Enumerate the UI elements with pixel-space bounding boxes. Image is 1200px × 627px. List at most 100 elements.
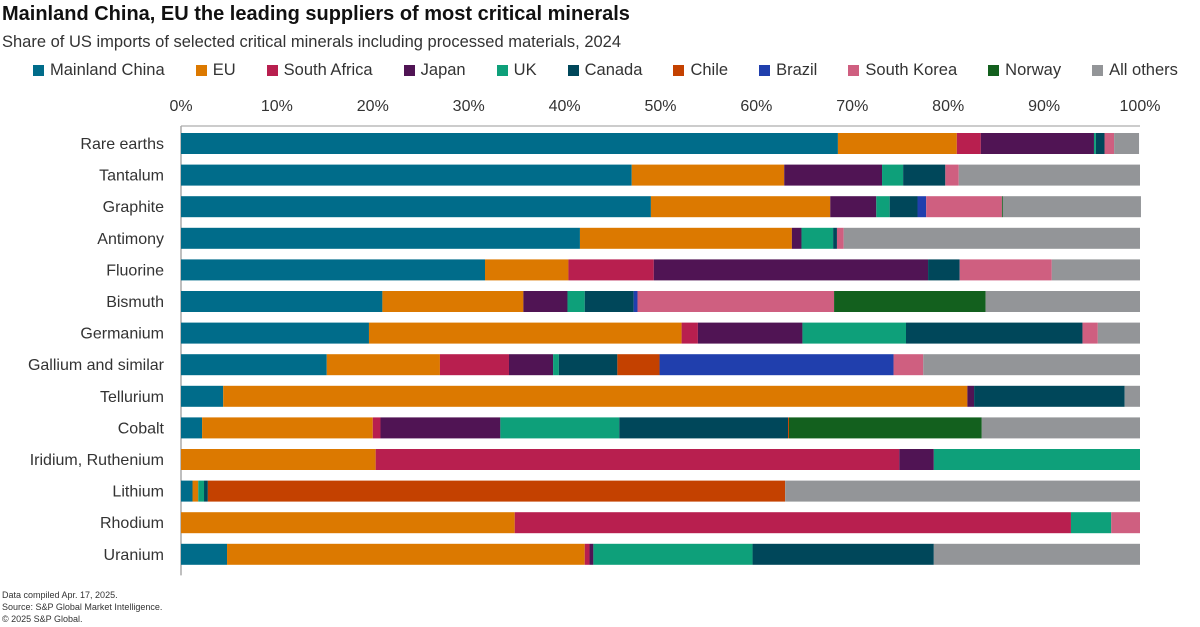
legend: Mainland China EU South Africa Japan UK Canad… (33, 61, 1178, 80)
bar-segment-all-others (1097, 322, 1140, 344)
bar-segment-chile (617, 354, 660, 376)
x-tick-label: 90% (1028, 98, 1060, 115)
bar-segment-brazil (659, 354, 894, 376)
bar-segment-canada (1095, 133, 1105, 154)
legend-label: Norway (1005, 61, 1062, 79)
bar-segment-eu (837, 133, 957, 154)
bar-segment-japan (523, 291, 568, 312)
bar-segment-eu (202, 417, 373, 439)
bar-segment-brazil (633, 291, 638, 312)
bar-segment-mainland-china (181, 417, 203, 439)
footer-source: Source: S&P Global Market Intelligence. (2, 602, 163, 612)
bar-segment-canada (752, 543, 934, 565)
bar-segment-japan (980, 133, 1094, 154)
bar-segment-south-africa (514, 512, 1071, 534)
bar-segment-south-korea (893, 354, 924, 376)
x-tick-label: 70% (836, 98, 868, 115)
bar-segment-uk (1093, 133, 1096, 154)
bar-segment-japan (791, 227, 802, 249)
bar-segment-south-africa (568, 259, 654, 281)
bar-segment-south-korea (836, 227, 844, 249)
bar-segment-eu (579, 227, 792, 249)
legend-label: Mainland China (50, 61, 165, 79)
bar-segment-uk (593, 543, 753, 565)
bar-segment-uk (1070, 512, 1112, 534)
bar-segment-japan (697, 322, 803, 344)
bar-segment-eu (631, 164, 785, 186)
category-label: Bismuth (106, 294, 164, 311)
bar-segment-canada (903, 164, 946, 186)
bar-segment-mainland-china (181, 322, 369, 344)
bar-segment-all-others (923, 354, 1140, 376)
bar-segment-all-others (1002, 196, 1141, 218)
legend-item: Canada (567, 61, 642, 80)
bar-segment-south-africa (681, 322, 698, 344)
legend-swatch (496, 65, 508, 76)
bar-segment-south-korea (1111, 512, 1140, 534)
bar-segment-brazil (917, 196, 927, 218)
legend-item: Chile (673, 61, 728, 80)
bar-segment-uk (802, 322, 907, 344)
x-tick-label: 20% (357, 98, 389, 115)
bar-segment-south-korea (945, 164, 959, 186)
bar-segment-mainland-china (181, 291, 383, 312)
bar-segment-eu (181, 449, 376, 470)
bar-segment-uk (553, 354, 559, 376)
bar-segment-canada (833, 227, 837, 249)
bar-segment-eu (650, 196, 831, 218)
legend-item: UK (496, 61, 537, 80)
footer-copyright: © 2025 S&P Global. (2, 614, 83, 624)
legend-label: Chile (690, 61, 729, 79)
bar-segment-uk (876, 196, 890, 218)
category-label: Rhodium (100, 515, 164, 532)
legend-swatch (266, 65, 278, 76)
bar-segment-japan (899, 449, 934, 470)
legend-item: South Korea (848, 61, 957, 80)
bar-segment-canada (974, 385, 1125, 407)
legend-swatch (567, 65, 579, 76)
bar-segment-norway (1001, 196, 1003, 218)
category-label: Germanium (80, 326, 164, 343)
legend-swatch (195, 65, 207, 76)
bar-segment-uk (567, 291, 585, 312)
legend-swatch (403, 65, 415, 76)
category-label: Tellurium (100, 389, 164, 406)
bar-segment-canada (619, 417, 789, 439)
bar-segment-japan (589, 543, 594, 565)
legend-swatch (759, 65, 771, 76)
bar-segment-south-africa (956, 133, 981, 154)
bar-segment-all-others (1114, 133, 1140, 154)
bar-segment-uk (198, 480, 205, 502)
bar-segment-uk (933, 449, 1140, 470)
bar-segment-south-africa (375, 449, 900, 470)
bar-segment-south-africa (584, 543, 590, 565)
bar-segment-all-others (933, 543, 1140, 565)
bar-segment-mainland-china (181, 354, 327, 376)
bar-segment-eu (382, 291, 524, 312)
bar-segment-mainland-china (181, 164, 632, 186)
category-label: Lithium (112, 484, 164, 501)
category-label: Tantalum (99, 168, 164, 185)
x-tick-label: 50% (644, 98, 676, 115)
legend-item: Brazil (759, 61, 817, 80)
legend-label: South Korea (865, 61, 958, 79)
category-label: Fluorine (106, 262, 164, 279)
category-label: Antimony (97, 231, 164, 248)
legend-label: All others (1109, 61, 1178, 79)
legend-item: Mainland China (33, 61, 165, 80)
legend-swatch (673, 65, 685, 76)
bar-segment-japan (967, 385, 975, 407)
legend-label: South Africa (283, 61, 373, 79)
legend-item: Japan (403, 61, 466, 80)
bar-segment-mainland-china (181, 227, 580, 249)
legend-item: South Africa (266, 61, 373, 80)
category-label: Gallium and similar (28, 357, 165, 374)
legend-item: Norway (988, 61, 1061, 80)
legend-label: Brazil (776, 61, 818, 79)
bar-segment-all-others (981, 417, 1140, 439)
bar-segment-mainland-china (181, 259, 486, 281)
legend-swatch (988, 65, 1000, 76)
bar-segment-norway (834, 291, 986, 312)
x-tick-label: 10% (261, 98, 293, 115)
